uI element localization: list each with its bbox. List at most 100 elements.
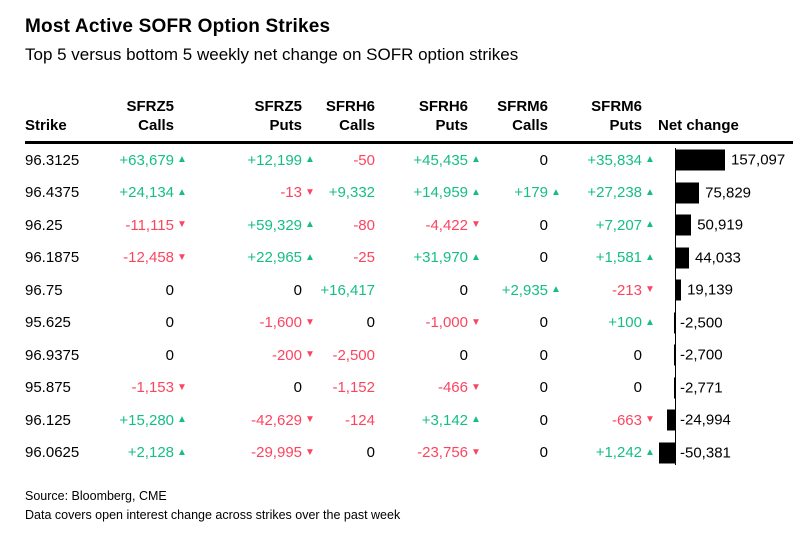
change-value: -1,000 [425,314,468,332]
change-cell: 0 [100,347,190,364]
column-header-sfrm6-puts: SFRM6 Puts [591,98,642,134]
change-value: 0 [539,249,548,267]
change-value: -2,500 [332,346,375,364]
change-value: -1,152 [332,379,375,397]
table-row: 96.3125 +63,679 ▲ +12,199 ▲ -50 +45,435 ▲ 0… [25,144,793,177]
change-cell: -663 ▼ [564,412,658,429]
change-cell: +2,935 ▲ [484,282,564,299]
trend-arrow-icon: ▲ [645,446,655,458]
change-cell: 0 [564,347,658,364]
trend-arrow-icon: ▲ [471,186,481,198]
change-value: 0 [539,379,548,397]
column-header-strike: Strike [25,117,67,134]
change-cell: -11,115 ▼ [100,217,190,234]
trend-arrow-icon: ▼ [305,186,315,198]
trend-arrow-icon: ▼ [471,219,481,231]
change-value: -13 [280,184,302,202]
trend-arrow-icon: ▲ [471,414,481,426]
change-value: 0 [366,314,375,332]
change-cell: -42,629 ▼ [190,412,318,429]
change-cell: -466 ▼ [391,379,484,396]
change-cell: -1,152 [318,379,391,396]
net-change-bar [667,409,675,431]
strike-value: 95.875 [25,379,71,397]
change-value: +2,935 [501,281,548,299]
change-cell: +16,417 [318,282,391,299]
column-header-sfrz5-calls: SFRZ5 Calls [126,98,174,134]
change-value: -200 [271,346,302,364]
change-value: 0 [459,281,468,299]
change-cell: +31,970 ▲ [391,249,484,266]
change-cell: 0 [100,282,190,299]
net-change-value: 19,139 [687,281,733,299]
change-value: 0 [293,379,302,397]
column-header-net-change: Net change [658,117,739,134]
change-cell: 0 [484,347,564,364]
change-value: +45,435 [413,151,468,169]
change-value: +2,128 [127,444,174,462]
change-cell: -80 [318,217,391,234]
net-change-bar [674,344,675,366]
change-cell: -2,500 [318,347,391,364]
change-value: +63,679 [119,151,174,169]
net-change-bar [675,214,692,236]
change-value: -1,600 [259,314,302,332]
net-change-bar [675,182,700,204]
change-cell: +1,242 ▲ [564,444,658,461]
strike-value: 96.1875 [25,249,80,267]
change-cell: +2,128 ▲ [100,444,190,461]
change-cell: -13 ▼ [190,184,318,201]
change-value: +1,242 [595,444,642,462]
change-cell: +12,199 ▲ [190,152,318,169]
change-cell: 0 [484,412,564,429]
change-cell: -29,995 ▼ [190,444,318,461]
table-row: 96.9375 0 -200 ▼ -2,500 0 0 0 -2,700 [25,339,793,372]
change-value: -25 [353,249,375,267]
trend-arrow-icon: ▲ [177,414,187,426]
change-cell: -1,153 ▼ [100,379,190,396]
trend-arrow-icon: ▲ [177,446,187,458]
change-value: -23,756 [417,444,468,462]
trend-arrow-icon: ▼ [305,316,315,328]
change-cell: 0 [318,314,391,331]
strike-value: 95.625 [25,314,71,332]
trend-arrow-icon: ▼ [645,284,655,296]
change-cell: -23,756 ▼ [391,444,484,461]
trend-arrow-icon: ▼ [645,414,655,426]
net-change-bar [674,312,675,334]
table-header-row: Strike SFRZ5 Calls SFRZ5 Puts SFRH6 Calls S… [25,97,793,144]
net-change-value: -2,771 [680,379,723,397]
change-value: +16,417 [320,281,375,299]
note-text: Data covers open interest change across … [25,508,401,523]
change-value: 0 [459,346,468,364]
change-cell: 0 [190,282,318,299]
change-cell: +22,965 ▲ [190,249,318,266]
column-header-sfrh6-puts: SFRH6 Puts [418,98,468,134]
change-cell: +179 ▲ [484,184,564,201]
strike-value: 96.0625 [25,444,80,462]
change-value: -1,153 [131,379,174,397]
net-change-value: -2,700 [680,346,723,364]
chart-card: Most Active SOFR Option Strikes Top 5 ve… [25,16,793,523]
trend-arrow-icon: ▲ [305,219,315,231]
change-value: +27,238 [587,184,642,202]
change-value: 0 [165,346,174,364]
table-row: 96.1875 -12,458 ▼ +22,965 ▲ -25 +31,970 ▲ 0… [25,242,793,275]
change-cell: +100 ▲ [564,314,658,331]
change-cell: +59,329 ▲ [190,217,318,234]
table-row: 96.0625 +2,128 ▲ -29,995 ▼ 0 -23,756 ▼ 0 +1… [25,437,793,470]
net-change-bar [675,149,725,171]
change-value: +9,332 [328,184,375,202]
change-cell: -4,422 ▼ [391,217,484,234]
table-row: 96.4375 +24,134 ▲ -13 ▼ +9,332 +14,959 ▲ +1… [25,177,793,210]
change-value: +14,959 [413,184,468,202]
change-value: -80 [353,216,375,234]
change-cell: +1,581 ▲ [564,249,658,266]
change-cell: +7,207 ▲ [564,217,658,234]
table-body: 96.3125 +63,679 ▲ +12,199 ▲ -50 +45,435 ▲ 0… [25,144,793,469]
trend-arrow-icon: ▲ [645,154,655,166]
change-value: +35,834 [587,151,642,169]
net-change-value: -50,381 [680,444,731,462]
change-value: 0 [633,346,642,364]
change-value: 0 [293,281,302,299]
